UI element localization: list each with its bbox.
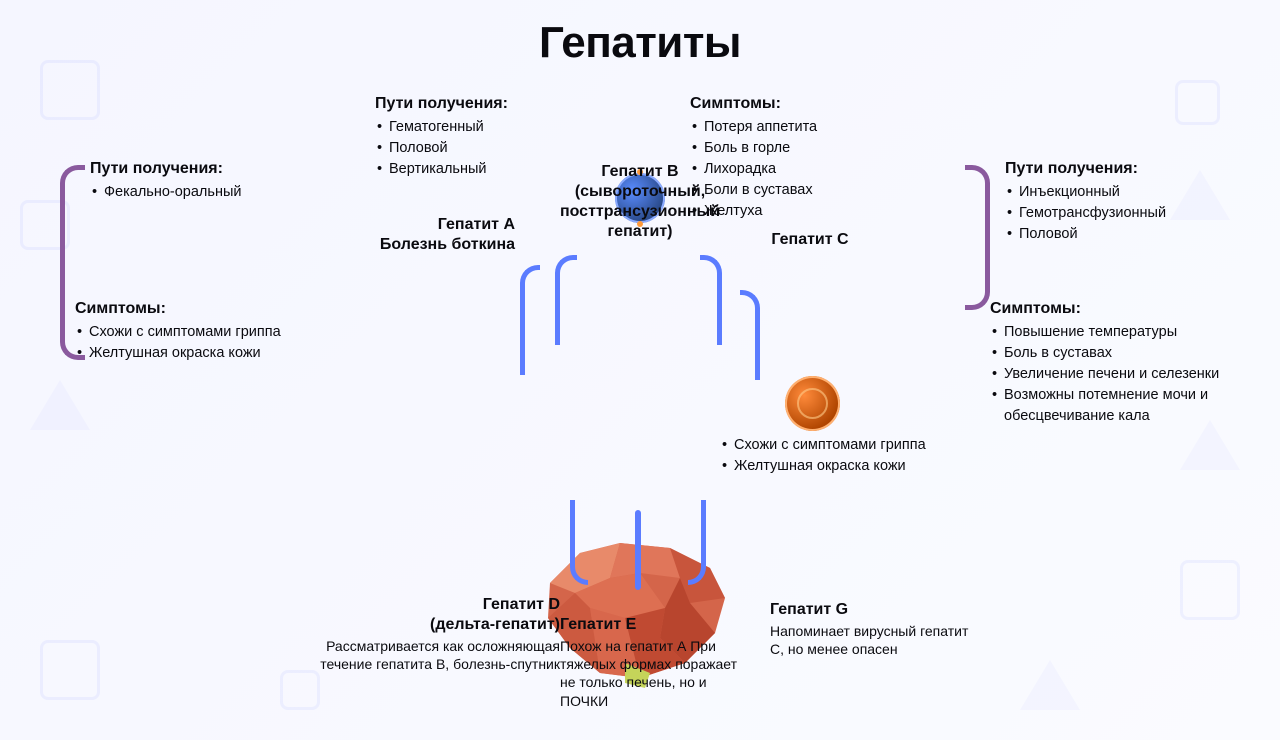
- hep-c-extra: Схожи с симптомами гриппа Желтушная окра…: [720, 435, 980, 477]
- hep-e-block: Гепатит Е Похож на гепатит А При тяжелых…: [560, 615, 740, 710]
- hep-c-extra-list: Схожи с симптомами гриппа Желтушная окра…: [720, 435, 980, 477]
- hep-c-symptoms-title: Симптомы:: [990, 300, 1260, 318]
- hep-a-symptoms: Симптомы: Схожи с симптомами гриппа Желт…: [75, 300, 335, 364]
- stem-e: [635, 510, 641, 590]
- hep-a-bracket: [60, 165, 85, 360]
- stem-g: [688, 500, 706, 585]
- hep-b-symptoms: Симптомы: Потеря аппетита Боль в горле Л…: [690, 95, 890, 222]
- hep-b-symptoms-list: Потеря аппетита Боль в горле Лихорадка Б…: [690, 117, 890, 222]
- hep-g-block: Гепатит G Напоминает вирусный гепатит С,…: [770, 600, 980, 658]
- hep-d-desc: Рассматривается как осложняющая течение …: [300, 637, 560, 673]
- hep-a-symptoms-list: Схожи с симптомами гриппа Желтушная окра…: [75, 322, 335, 364]
- hep-b-line4: гепатит): [535, 222, 745, 242]
- hep-d-block: Гепатит D (дельта-гепатит) Рассматривает…: [300, 595, 560, 673]
- hep-c-name: Гепатит С: [760, 230, 860, 250]
- stem-b-left: [555, 255, 577, 345]
- hep-c-routes: Пути получения: Инъекционный Гемотрансфу…: [1005, 160, 1235, 245]
- hep-g-desc: Напоминает вирусный гепатит С, но менее …: [770, 622, 980, 658]
- hep-b-symptoms-title: Симптомы:: [690, 95, 890, 113]
- hep-a-symptoms-title: Симптомы:: [75, 300, 335, 318]
- hep-c-symptoms-list: Повышение температуры Боль в суставах Ув…: [990, 322, 1260, 427]
- hep-a-routes-title: Пути получения:: [90, 160, 260, 178]
- main-title: Гепатиты: [0, 0, 1280, 68]
- hep-b-routes-list: Гематогенный Половой Вертикальный: [375, 117, 575, 180]
- stem-c: [740, 290, 760, 380]
- hep-b-routes-title: Пути получения:: [375, 95, 575, 113]
- stem-a: [520, 265, 540, 375]
- hep-a-routes: Пути получения: Фекально-оральный: [90, 160, 260, 203]
- hep-c-routes-title: Пути получения:: [1005, 160, 1235, 178]
- stem-d: [570, 500, 588, 585]
- stem-b-right: [700, 255, 722, 345]
- hep-a-routes-list: Фекально-оральный: [90, 182, 260, 203]
- virus-c-icon: [785, 376, 840, 431]
- hep-c-bracket: [965, 165, 990, 310]
- hep-c-routes-list: Инъекционный Гемотрансфузионный Половой: [1005, 182, 1235, 245]
- hep-c-symptoms: Симптомы: Повышение температуры Боль в с…: [990, 300, 1260, 427]
- hep-b-routes: Пути получения: Гематогенный Половой Вер…: [375, 95, 575, 180]
- hep-a-name: Гепатит А Болезнь боткина: [335, 215, 515, 255]
- hep-e-desc: Похож на гепатит А При тяжелых формах по…: [560, 637, 740, 710]
